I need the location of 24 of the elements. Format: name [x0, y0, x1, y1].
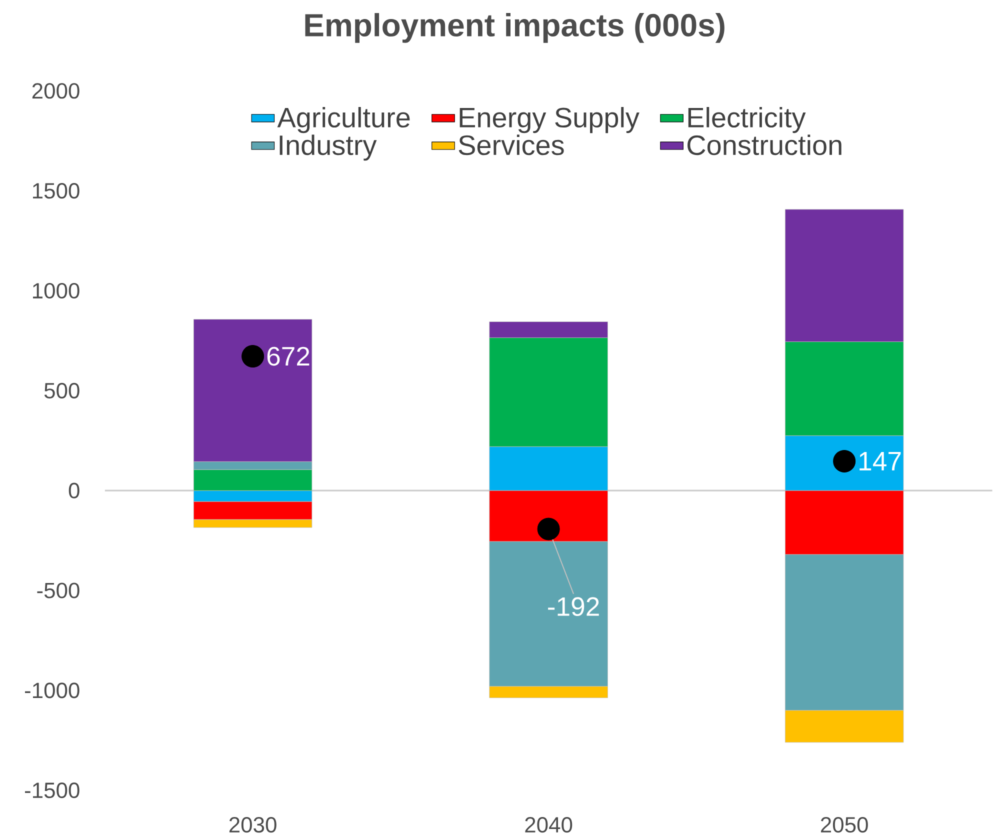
legend-label: Agriculture	[277, 106, 410, 133]
y-tick-label: -1500	[24, 782, 80, 798]
legend-label: Construction	[688, 134, 842, 155]
legend-label: Services	[458, 134, 564, 155]
x-tick-label: 2050	[820, 816, 868, 832]
x-tick-label: 2040	[525, 816, 572, 832]
data-label: 147	[860, 452, 901, 470]
legend-label: Industry	[280, 134, 377, 161]
legend-label: Electricity	[688, 106, 806, 133]
data-label: -192	[548, 597, 599, 616]
x-tick-label: 2030	[229, 816, 276, 832]
y-tick-label: 500	[44, 382, 80, 398]
chart-title: Employment impacts (000s)	[305, 12, 724, 43]
y-tick-label: -500	[37, 582, 80, 598]
y-tick-label: -1000	[24, 682, 80, 698]
point	[833, 450, 856, 472]
y-tick-label: 1500	[33, 182, 80, 198]
data-label: 672	[267, 346, 310, 366]
y-tick-label: 0	[68, 482, 80, 498]
point	[242, 344, 264, 368]
legend-label: Energy Supply	[460, 106, 640, 133]
y-tick-label: 2000	[32, 82, 80, 99]
y-tick-label: 1000	[33, 282, 80, 298]
point	[537, 518, 560, 540]
